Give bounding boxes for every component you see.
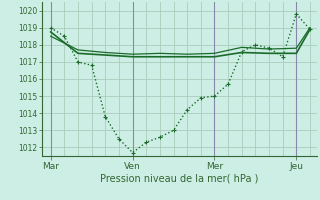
X-axis label: Pression niveau de la mer( hPa ): Pression niveau de la mer( hPa ) [100,173,258,183]
